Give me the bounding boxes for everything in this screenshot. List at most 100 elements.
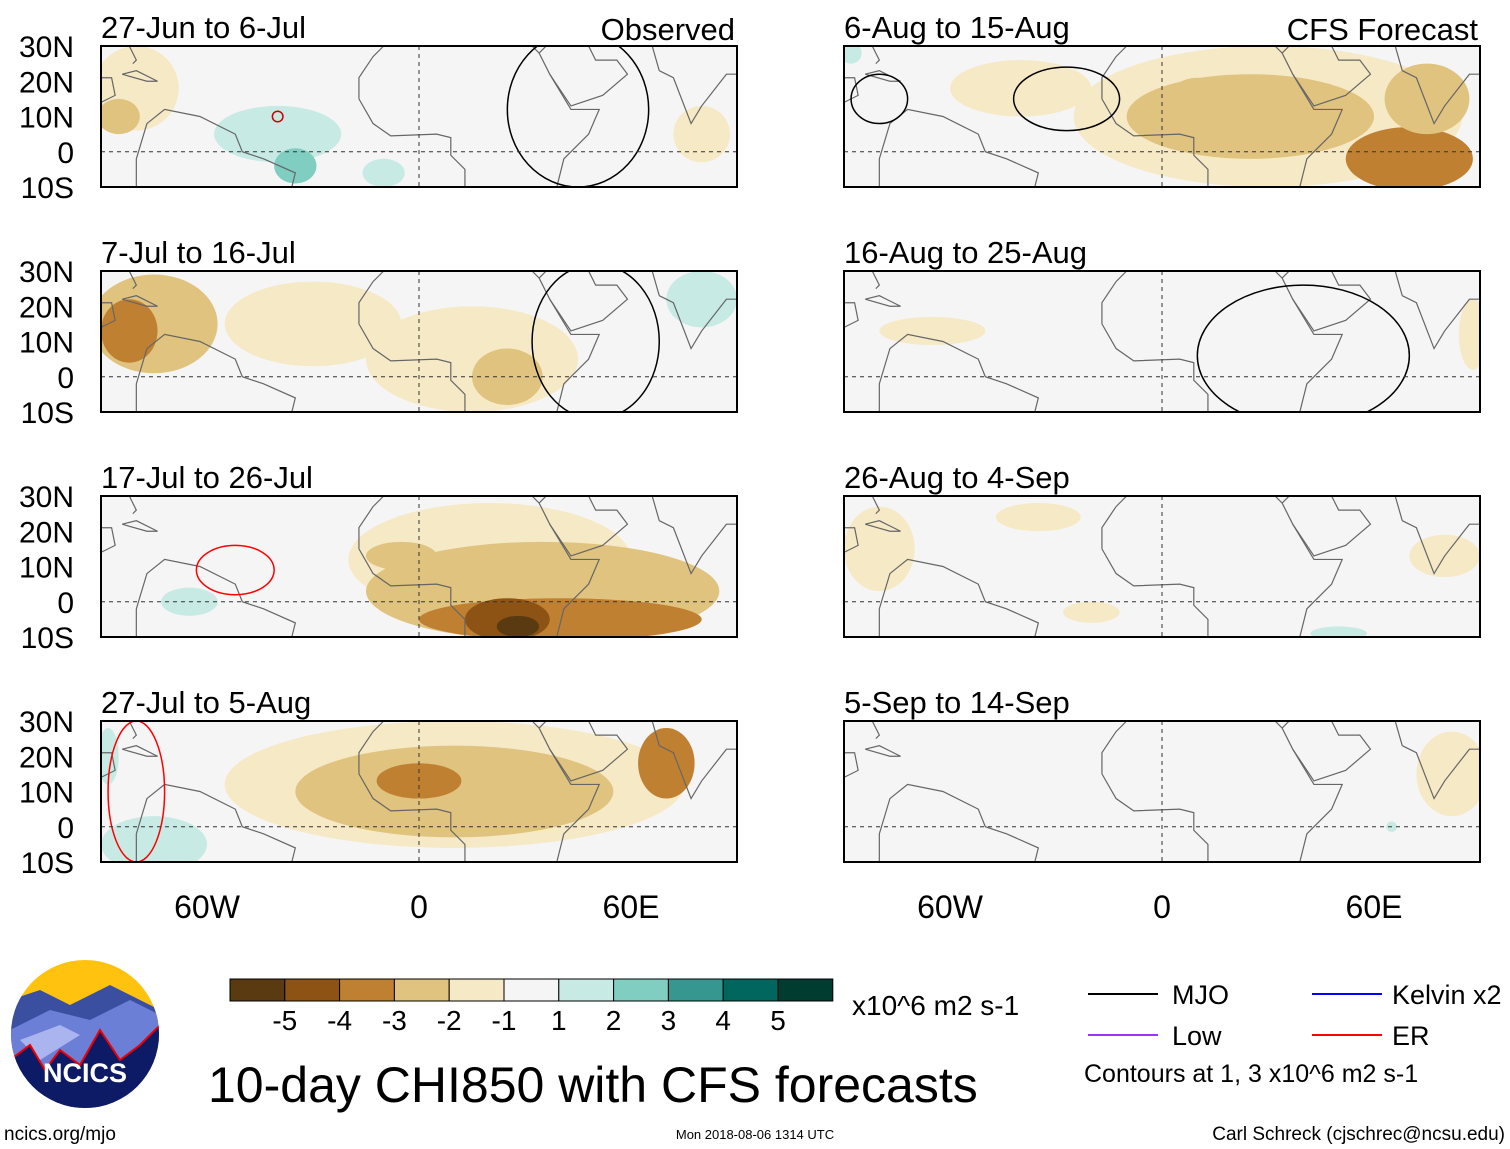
coastline bbox=[1394, 46, 1480, 125]
anomaly-region bbox=[673, 105, 730, 163]
panel-tag: Observed bbox=[601, 12, 735, 47]
coastline bbox=[122, 295, 158, 307]
map-frame bbox=[100, 720, 738, 863]
colorbar-label: -3 bbox=[382, 1005, 407, 1036]
colorbar-swatch bbox=[558, 978, 615, 1002]
panel-title: 27-Jul to 5-Aug bbox=[101, 685, 311, 720]
map-frame bbox=[843, 720, 1481, 863]
anomaly-region bbox=[419, 598, 702, 637]
anomaly-region bbox=[1126, 74, 1375, 159]
coastline bbox=[122, 70, 158, 82]
coastline bbox=[358, 271, 601, 412]
anomaly-region bbox=[1384, 63, 1470, 135]
x-tick-label: 60W bbox=[917, 889, 984, 925]
coastline bbox=[844, 527, 859, 553]
coastline bbox=[538, 46, 629, 107]
colorbar-label: 4 bbox=[715, 1005, 731, 1036]
map-panel: 27-Jun to 6-Jul Observed bbox=[100, 10, 738, 188]
axis-labels: 30N20N10N010S30N20N10N010S30N20N10N010S3… bbox=[19, 31, 1403, 925]
wave-contour bbox=[1012, 66, 1121, 132]
x-tick-label: 60W bbox=[174, 889, 241, 925]
footer-timestamp: Mon 2018-08-06 1314 UTC bbox=[676, 1127, 834, 1142]
coastline bbox=[865, 745, 901, 757]
y-tick-label: 30N bbox=[19, 31, 74, 64]
y-tick-label: 0 bbox=[57, 362, 74, 395]
y-tick-label: 20N bbox=[19, 291, 74, 324]
coastline bbox=[101, 752, 116, 778]
coastline bbox=[122, 520, 158, 532]
coastline bbox=[128, 46, 138, 65]
colorbar: -5 -4 -3 -2 -1 1 2 3 4 5 bbox=[229, 978, 834, 1036]
coastline bbox=[1281, 271, 1372, 332]
colorbar-swatch bbox=[503, 978, 560, 1002]
anomaly-region bbox=[666, 271, 737, 328]
coastline bbox=[358, 721, 601, 862]
coastline bbox=[135, 108, 297, 187]
anomaly-region bbox=[1458, 299, 1480, 370]
legend-label-er: ER bbox=[1392, 1021, 1430, 1051]
coastline bbox=[538, 271, 629, 332]
anomaly-region bbox=[101, 98, 140, 135]
coastline bbox=[651, 496, 737, 575]
map-panel: 16-Aug to 25-Aug bbox=[843, 235, 1481, 413]
coastline bbox=[101, 527, 116, 553]
map-panel: 27-Jul to 5-Aug bbox=[100, 685, 738, 863]
anomaly-region bbox=[1310, 626, 1367, 637]
panel-title: 5-Sep to 14-Sep bbox=[844, 685, 1070, 720]
colorbar-label: -4 bbox=[327, 1005, 352, 1036]
wave-contour bbox=[107, 721, 166, 862]
anomaly-region bbox=[844, 46, 862, 64]
y-tick-label: 30N bbox=[19, 481, 74, 514]
anomaly-region bbox=[1169, 77, 1226, 121]
coastline bbox=[135, 558, 297, 637]
legend-label-kelvin: Kelvin x2 bbox=[1392, 980, 1502, 1010]
coastline bbox=[651, 721, 737, 800]
colorbar-label: 5 bbox=[770, 1005, 786, 1036]
coastline bbox=[651, 46, 737, 125]
coastline bbox=[865, 295, 901, 307]
colorbar-swatch bbox=[777, 978, 834, 1002]
colorbar-swatch bbox=[393, 978, 450, 1002]
panel-title: 26-Aug to 4-Sep bbox=[844, 460, 1070, 495]
ncics-logo: NCICS bbox=[11, 960, 159, 1108]
map-panel: 7-Jul to 16-Jul bbox=[100, 235, 738, 413]
colorbar-label: 2 bbox=[606, 1005, 622, 1036]
panel-title: 27-Jun to 6-Jul bbox=[101, 10, 306, 45]
wave-contour bbox=[850, 73, 909, 125]
panel-tag: CFS Forecast bbox=[1287, 12, 1479, 47]
anomaly-region bbox=[472, 348, 543, 405]
anomaly-region bbox=[1416, 731, 1480, 817]
coastline bbox=[1394, 271, 1480, 350]
legend-label-low: Low bbox=[1172, 1021, 1222, 1051]
coastline bbox=[538, 721, 629, 782]
legend-label-mjo: MJO bbox=[1172, 980, 1229, 1010]
wave-contour bbox=[506, 46, 650, 187]
colorbar-label: -2 bbox=[437, 1005, 462, 1036]
map-frame bbox=[100, 270, 738, 413]
anomaly-region bbox=[274, 148, 317, 184]
coastline bbox=[871, 721, 881, 740]
map-frame bbox=[843, 270, 1481, 413]
y-tick-label: 10S bbox=[21, 622, 74, 655]
map-panels: 27-Jun to 6-Jul Observed 6-Aug to 15-Aug CF… bbox=[100, 10, 1481, 863]
y-tick-label: 10N bbox=[19, 102, 74, 135]
coastline bbox=[871, 271, 881, 290]
y-tick-label: 30N bbox=[19, 256, 74, 289]
footer-author: Carl Schreck (cjschrec@ncsu.edu) bbox=[1212, 1124, 1505, 1145]
coastline bbox=[135, 333, 297, 412]
y-tick-label: 0 bbox=[57, 137, 74, 170]
y-tick-label: 10S bbox=[21, 847, 74, 880]
wave-contour bbox=[1196, 284, 1411, 412]
coastline bbox=[1394, 721, 1480, 800]
coastline bbox=[1281, 496, 1372, 557]
anomaly-region bbox=[950, 60, 1092, 117]
map-frame bbox=[843, 45, 1481, 188]
colorbar-label: -5 bbox=[272, 1005, 297, 1036]
map-frame bbox=[843, 495, 1481, 638]
coastline bbox=[878, 783, 1040, 862]
wave-contour bbox=[531, 271, 660, 412]
coastline bbox=[101, 302, 116, 328]
footer-url: ncics.org/mjo bbox=[4, 1124, 116, 1145]
map-background bbox=[844, 496, 1480, 637]
